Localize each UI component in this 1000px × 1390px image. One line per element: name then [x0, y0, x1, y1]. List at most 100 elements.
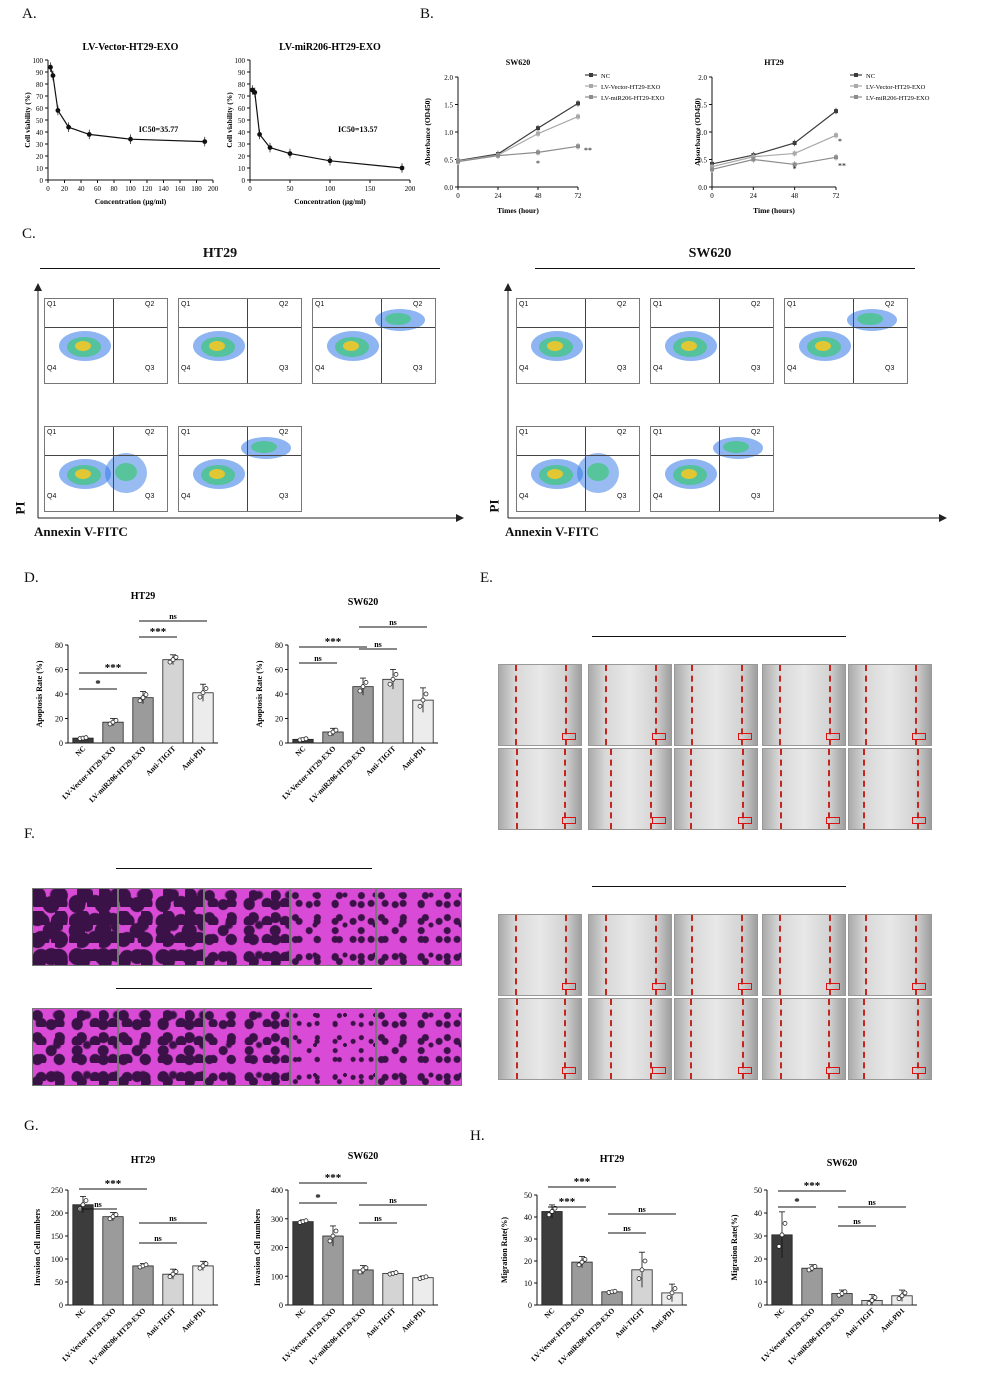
bar — [192, 1265, 214, 1306]
panel-label-a: A. — [22, 6, 37, 22]
x-tick-label: LV-miR206-HT29-EXO — [87, 1306, 147, 1366]
panel-label-d: D. — [24, 570, 39, 586]
y-tick-label: 400 — [271, 1186, 283, 1195]
y-tick-label: 0.5 — [698, 157, 707, 165]
quadrant-line-h — [517, 455, 639, 456]
quadrant-q1-label: Q1 — [787, 301, 797, 308]
data-point — [48, 64, 53, 70]
density-cluster — [209, 469, 225, 479]
flow-axes — [34, 283, 947, 522]
x-tick-label: LV-miR206-HT29-EXO — [87, 744, 147, 804]
x-tick-label: 150 — [365, 185, 376, 193]
legend-label: NC — [601, 73, 610, 80]
replicate-dot — [812, 1264, 818, 1269]
x-tick-label: 40 — [78, 185, 86, 193]
y-tick-label: 100 — [235, 57, 246, 65]
data-point — [536, 150, 540, 155]
y-tick-label: 0 — [279, 739, 283, 748]
sig-label: ns — [623, 1224, 631, 1233]
data-point — [128, 136, 133, 142]
quadrant-q1-label: Q1 — [519, 301, 529, 308]
x-tick-label: LV-Vector-HT29-EXO — [280, 1306, 337, 1363]
series-line — [457, 145, 579, 163]
scale-bar — [652, 1067, 666, 1074]
sig-label: ns — [389, 1196, 397, 1205]
invasion-image — [290, 1008, 376, 1086]
scale-bar — [912, 983, 926, 990]
replicate-dot — [173, 1269, 179, 1274]
scale-bar — [826, 733, 840, 740]
series-line — [251, 89, 403, 169]
y-tick-label: 100 — [33, 57, 44, 65]
legend-marker — [854, 84, 858, 88]
legend-marker — [589, 84, 593, 88]
scale-bar — [826, 817, 840, 824]
quadrant-q4-label: Q4 — [653, 365, 663, 372]
replicate-dot — [137, 698, 143, 704]
y-axis-label: Apoptosis Rate (%) — [35, 660, 44, 727]
sig-label: ns — [169, 1214, 177, 1223]
y-tick-label: 20 — [754, 1255, 762, 1264]
wound-edge-right — [828, 999, 830, 1079]
chart-d2-apoptosis-sw620: SW620 0 20 40 60 80 Apoptosis Rate (%) NCLV-Vec… — [255, 597, 438, 804]
bar — [352, 1269, 374, 1306]
y-tick-label: 100 — [271, 1272, 283, 1281]
y-tick-label: 60 — [238, 105, 246, 113]
y-tick-label: 1.0 — [698, 129, 707, 137]
replicate-dot — [113, 1212, 119, 1217]
quadrant-line-v — [381, 299, 382, 383]
sig-mark: ** — [584, 146, 592, 155]
wound-edge-left — [610, 749, 612, 829]
x-tick-label: LV-miR206-HT29-EXO — [307, 744, 367, 804]
y-tick-label: 50 — [55, 1278, 63, 1287]
wound-image — [588, 998, 672, 1080]
wound-edge-right — [741, 665, 743, 745]
data-point — [287, 151, 293, 156]
data-point — [792, 151, 797, 156]
y-tick-label: 40 — [754, 1209, 762, 1218]
quadrant-line-h — [517, 327, 639, 328]
x-tick-label: 60 — [94, 185, 102, 193]
series-line — [711, 110, 837, 165]
sig-label: ns — [169, 612, 177, 621]
replicate-dot — [303, 1218, 309, 1224]
y-tick-label: 20 — [238, 153, 246, 161]
scale-bar — [826, 1067, 840, 1074]
y-tick-label: 10 — [36, 165, 44, 173]
scale-bar — [826, 983, 840, 990]
wound-edge-left — [780, 999, 782, 1079]
wound-edge-right — [564, 749, 566, 829]
flow-plot: Q1 Q2 Q4 Q3 — [650, 298, 774, 384]
replicate-dot — [83, 735, 89, 740]
chart-b1-cck8-sw620: SW620 0.0 0.5 1.0 1.5 2.0 0 24 48 72 Times (hour) A… — [423, 58, 665, 215]
quadrant-line-v — [113, 299, 114, 383]
replicate-dot — [363, 680, 369, 685]
data-point — [792, 162, 797, 167]
wound-image — [848, 998, 932, 1080]
panel-label-g: G. — [24, 1118, 39, 1134]
data-point — [496, 153, 500, 158]
chart-title: SW620 — [506, 58, 530, 67]
sig-label: ns — [853, 1217, 861, 1226]
chart-h2-migration-sw620: SW620 0 10 20 30 40 50 Migration Rate(%) NCLV-Ve… — [730, 1158, 917, 1366]
y-axis-label: Apoptosis Rate (%) — [255, 660, 264, 727]
y-tick-label: 60 — [36, 105, 44, 113]
sig-mark: * — [793, 165, 797, 174]
sig-label: ns — [154, 1234, 162, 1243]
x-tick-label: 0 — [248, 185, 252, 193]
wound-edge-left — [863, 999, 865, 1079]
scale-bar — [652, 733, 666, 740]
invasion-image — [32, 888, 118, 966]
legend-marker — [589, 73, 593, 77]
x-tick-label: 48 — [535, 192, 543, 200]
chart-d1-apoptosis-ht29: HT29 0 20 40 60 80 Apoptosis Rate (%) NCLV-Vect… — [35, 591, 218, 804]
scale-bar — [562, 1067, 576, 1074]
quadrant-q4-label: Q4 — [787, 365, 797, 372]
y-axis-label: Invasion Cell numbers — [33, 1209, 42, 1286]
data-point — [327, 158, 333, 164]
replicate-dot — [170, 657, 176, 663]
replicate-dot — [869, 1298, 875, 1303]
density-cluster — [681, 341, 697, 351]
density-cluster — [815, 341, 831, 351]
y-axis-label: Absorbance (OD450) — [423, 98, 432, 166]
